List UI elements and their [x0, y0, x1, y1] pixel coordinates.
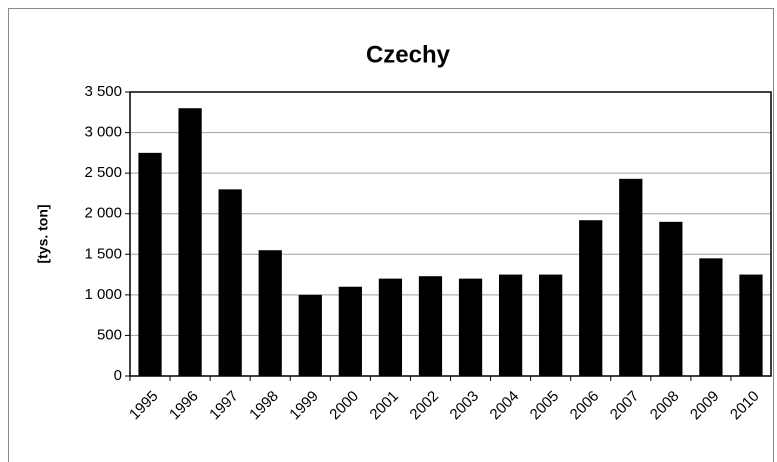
bar	[138, 152, 162, 376]
y-tick-label: 3 500	[84, 83, 122, 100]
bar	[378, 278, 403, 376]
y-tick-label: 1 500	[84, 245, 122, 262]
plot-border	[129, 91, 772, 377]
bar	[699, 258, 723, 376]
y-tick-label: 2 500	[84, 164, 122, 181]
bar	[218, 189, 242, 376]
bar	[298, 294, 322, 376]
chart-title: Czechy	[366, 41, 451, 68]
y-tick-label: 0	[114, 367, 122, 384]
bar	[458, 278, 483, 376]
bar	[338, 286, 362, 376]
bar	[418, 276, 443, 376]
y-tick-label: 3 000	[84, 124, 122, 141]
y-axis-label: [tys. ton]	[35, 204, 51, 263]
bar	[579, 220, 603, 376]
bar	[258, 250, 282, 376]
bar	[659, 221, 683, 376]
bar	[739, 274, 763, 376]
y-tick-label: 1 000	[84, 286, 122, 303]
bar	[178, 108, 202, 376]
y-tick-label: 500	[97, 326, 122, 343]
bar	[498, 274, 523, 376]
bar	[619, 178, 643, 376]
chart-border	[8, 8, 774, 462]
bar	[539, 274, 563, 376]
y-tick-label: 2 000	[84, 205, 122, 222]
